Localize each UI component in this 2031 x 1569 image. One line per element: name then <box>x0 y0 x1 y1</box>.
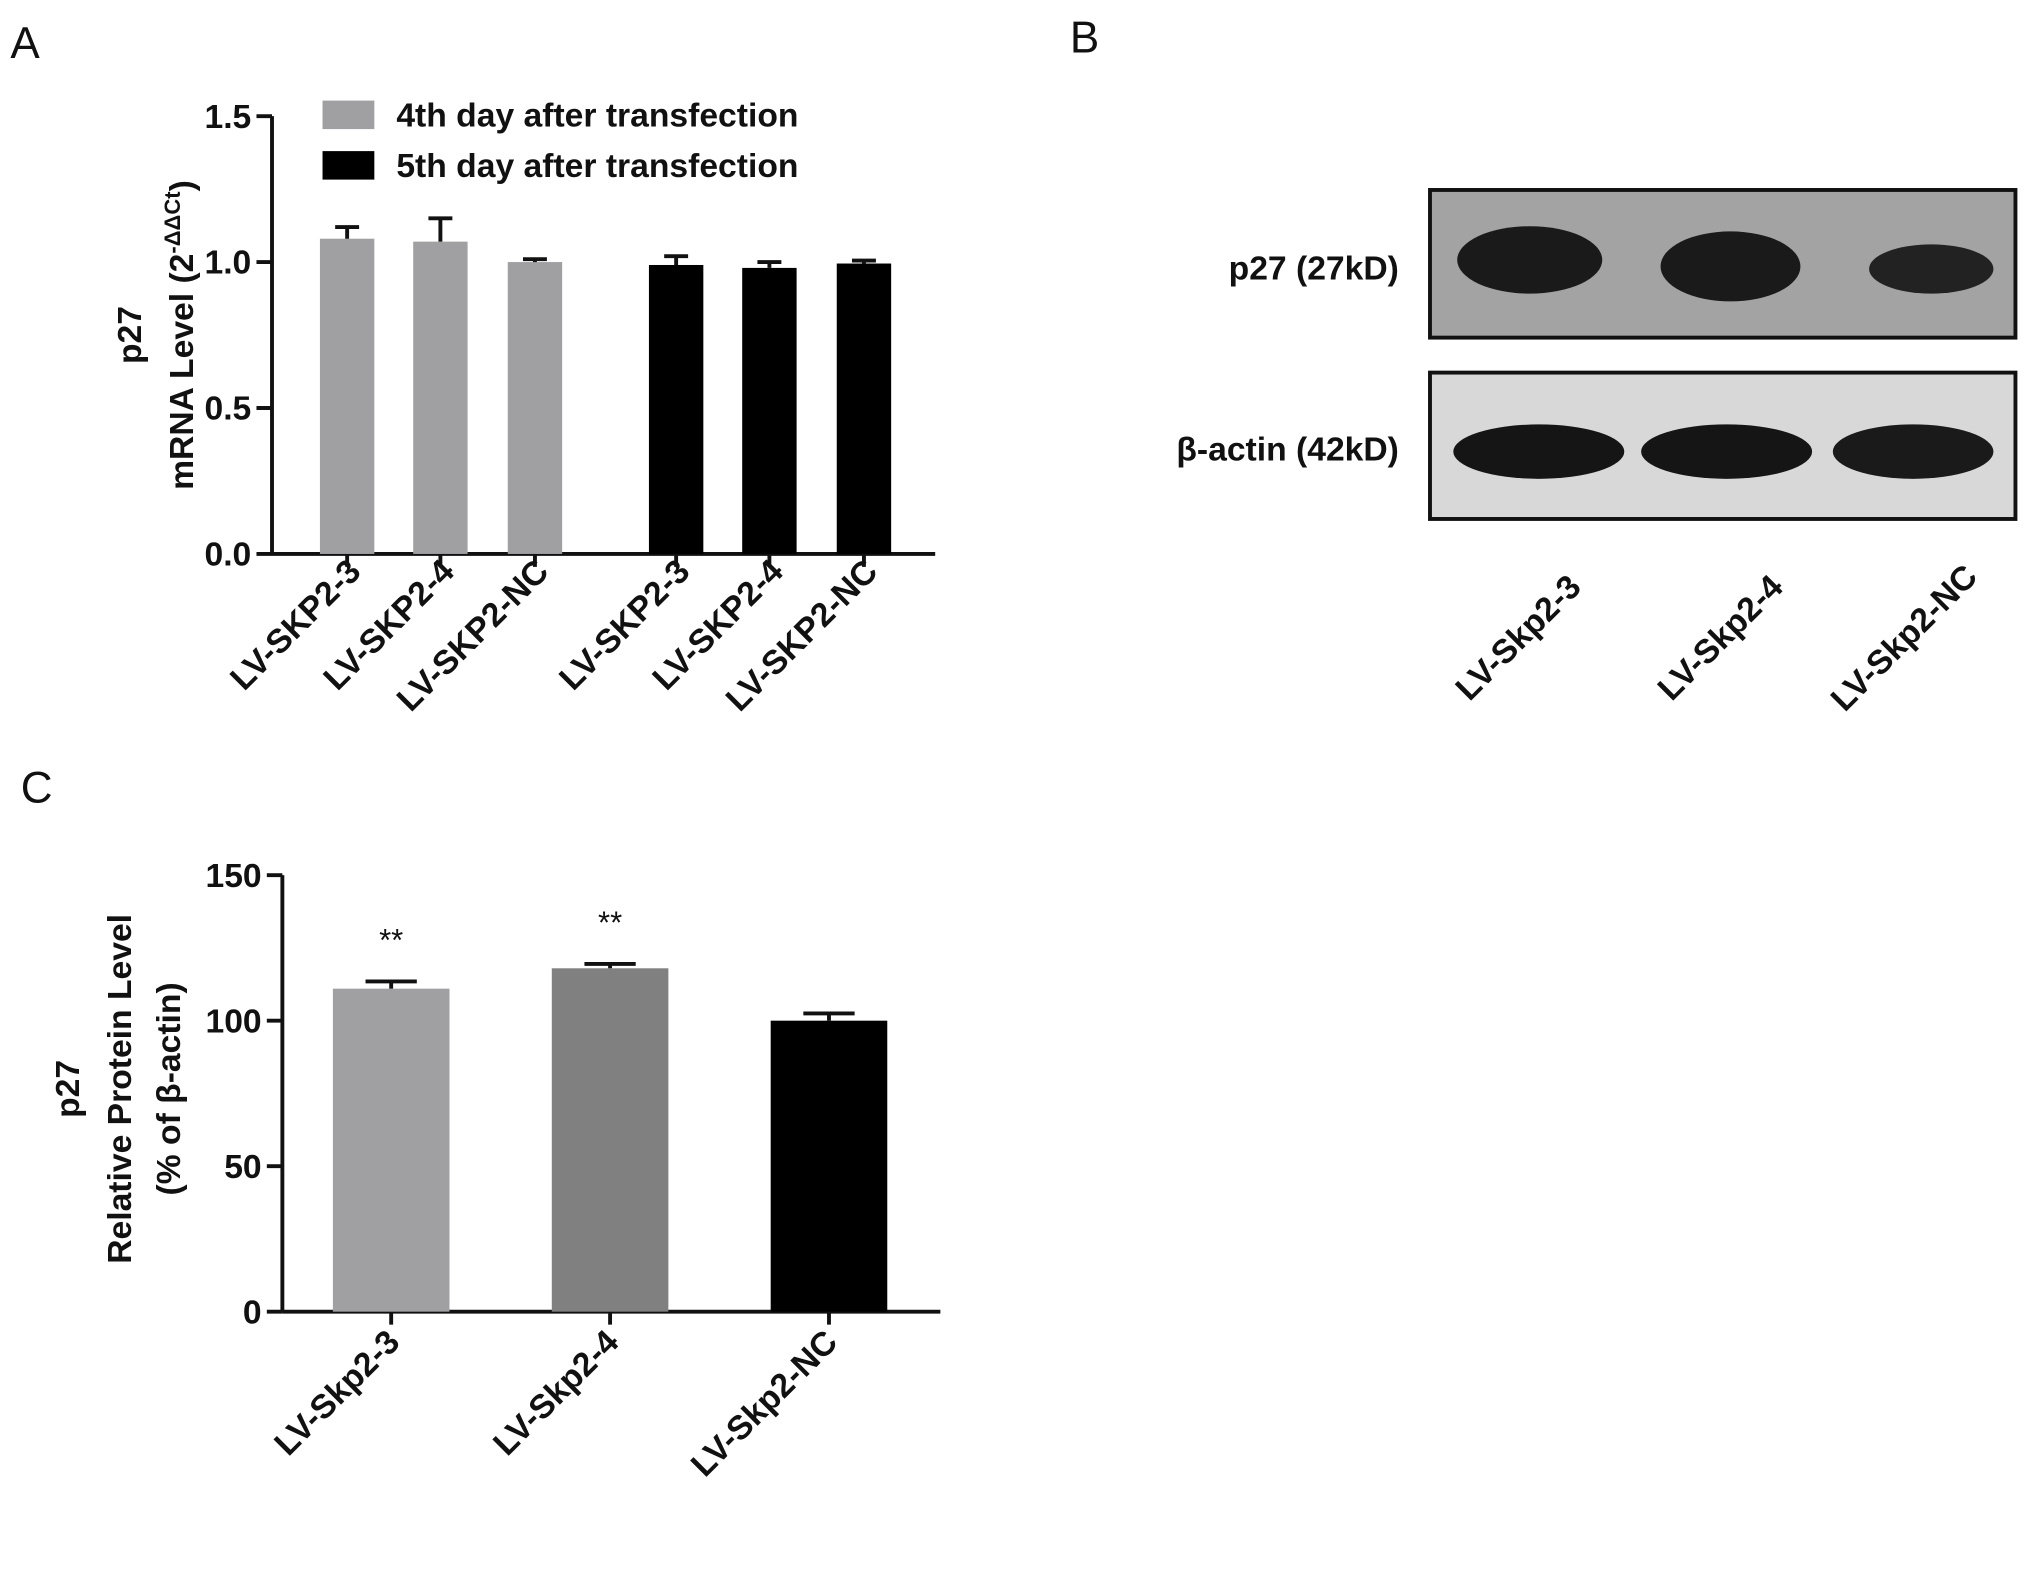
y-tick-label: 0.5 <box>204 391 251 428</box>
blot-lane-label: LV-Skp2-3 <box>1449 568 1588 707</box>
legend-swatch <box>322 151 375 180</box>
y-tick-label: 50 <box>224 1149 261 1186</box>
error-bar <box>428 216 453 242</box>
bar <box>551 968 669 1312</box>
blot-row-label: β-actin (42kD) <box>1176 432 1399 469</box>
bar <box>836 263 892 554</box>
band <box>1641 424 1813 479</box>
bar <box>413 241 468 554</box>
error-bar <box>522 257 547 263</box>
blot-lane-label: LV-Skp2-NC <box>1824 558 1985 719</box>
bar <box>742 267 797 554</box>
band <box>1869 244 1994 294</box>
band <box>1453 424 1625 479</box>
y-tick-label: 1.5 <box>204 99 251 136</box>
y-axis-label-part: Relative Protein Level <box>102 914 139 1264</box>
blot-row-label: p27 (27kD) <box>1229 250 1399 287</box>
panel-label: A <box>10 19 40 68</box>
error-bar <box>757 260 782 268</box>
panel-label: B <box>1070 14 1099 63</box>
y-tick-label: 1.0 <box>204 245 251 282</box>
bar <box>507 262 563 554</box>
error-bar <box>803 1011 855 1021</box>
x-tick-label: LV-Skp2-NC <box>684 1324 845 1485</box>
x-tick-label: LV-Skp2-3 <box>268 1324 407 1463</box>
y-axis-label-part: p27 <box>50 1060 87 1118</box>
error-bar <box>365 979 417 989</box>
y-axis-label: p27 Relative Protein Level (% of β-actin) <box>50 914 188 1264</box>
y-axis-label-part: p27 <box>112 306 149 364</box>
panel-label: C <box>21 764 53 813</box>
y-tick-label: 0.0 <box>204 537 251 574</box>
blot-lane-label: LV-Skp2-4 <box>1651 568 1791 708</box>
legend-label: 4th day after transfection <box>396 97 798 134</box>
band <box>1832 424 1994 479</box>
y-tick-label: 100 <box>205 1003 261 1040</box>
bar <box>770 1020 888 1312</box>
annotation: ** <box>598 905 622 940</box>
error-bar <box>335 225 360 239</box>
error-bar <box>584 961 636 969</box>
bar <box>648 264 704 554</box>
error-bar <box>851 258 876 264</box>
y-axis-label-part: ) <box>164 180 201 191</box>
legend-swatch <box>322 100 375 130</box>
band <box>1660 231 1801 302</box>
y-axis-label-part: (% of β-actin) <box>151 982 188 1195</box>
bar <box>332 988 450 1312</box>
bar <box>319 238 375 554</box>
annotation: ** <box>379 922 403 957</box>
y-tick-label: 0 <box>243 1294 262 1331</box>
y-axis-label: p27 mRNA Level (2-ΔΔCt) <box>112 180 201 490</box>
legend-label: 5th day after transfection <box>396 148 798 185</box>
x-tick-label: LV-Skp2-4 <box>487 1323 627 1463</box>
y-axis-label-part: -ΔΔCt <box>160 191 185 254</box>
error-bar <box>664 254 689 265</box>
y-tick-label: 150 <box>205 858 261 895</box>
y-axis-label-part: mRNA Level (2 <box>164 254 201 490</box>
band <box>1457 226 1603 294</box>
